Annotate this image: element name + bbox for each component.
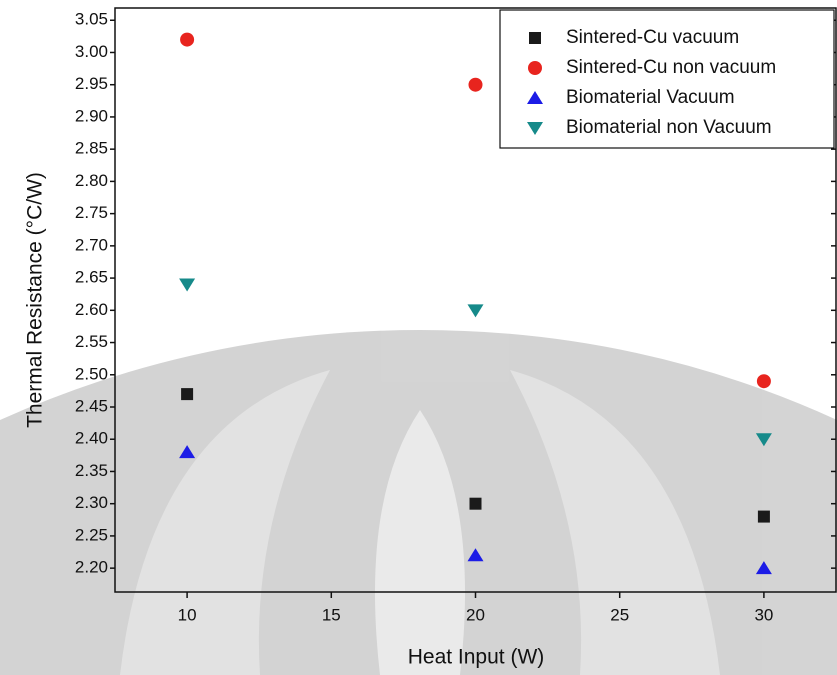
data-point <box>755 433 772 447</box>
data-point <box>467 548 484 562</box>
legend-marker <box>527 122 543 135</box>
data-point <box>180 32 195 47</box>
y-tick-label: 2.25 <box>75 525 108 544</box>
y-axis-title: Thermal Resistance (°C/W) <box>24 172 47 428</box>
y-tick-label: 2.20 <box>75 558 108 577</box>
y-tick-label: 2.30 <box>75 493 108 512</box>
data-point <box>467 304 484 318</box>
y-tick-label: 2.45 <box>75 396 108 415</box>
x-axis-title: Heat Input (W) <box>408 646 545 669</box>
data-point <box>468 77 483 92</box>
x-tick-label: 25 <box>610 605 629 624</box>
x-tick-label: 20 <box>466 605 485 624</box>
legend-marker <box>529 32 541 44</box>
watermark <box>0 330 837 675</box>
y-tick-label: 2.65 <box>75 268 108 287</box>
y-tick-label: 3.05 <box>75 10 108 29</box>
y-tick-label: 2.35 <box>75 461 108 480</box>
y-tick-label: 2.85 <box>75 139 108 158</box>
x-tick-label: 30 <box>754 605 773 624</box>
legend-text: Biomaterial Vacuum <box>566 87 735 108</box>
y-tick-label: 2.40 <box>75 429 108 448</box>
y-tick-label: 2.75 <box>75 203 108 222</box>
data-point <box>755 561 772 575</box>
x-tick-label: 10 <box>178 605 197 624</box>
legend-box <box>499 9 835 149</box>
y-tick-label: 3.00 <box>75 42 108 61</box>
y-tick-label: 2.95 <box>75 74 108 93</box>
y-tick-label: 2.60 <box>75 300 108 319</box>
y-tick-label: 2.80 <box>75 171 108 190</box>
y-tick-label: 2.90 <box>75 106 108 125</box>
y-tick-label: 2.50 <box>75 364 108 383</box>
data-point <box>181 388 194 401</box>
legend-marker <box>528 61 542 75</box>
x-tick-label: 15 <box>322 605 341 624</box>
y-tick-label: 2.55 <box>75 332 108 351</box>
legend-text: Biomaterial non Vacuum <box>566 117 772 138</box>
legend-text: Sintered-Cu non vacuum <box>566 57 776 78</box>
data-point <box>469 497 482 510</box>
data-point <box>756 374 771 389</box>
legend-marker <box>527 91 543 104</box>
data-point <box>179 278 196 292</box>
data-point <box>179 445 196 459</box>
y-tick-label: 2.70 <box>75 235 108 254</box>
legend-text: Sintered-Cu vacuum <box>566 27 739 48</box>
data-point <box>757 510 770 523</box>
